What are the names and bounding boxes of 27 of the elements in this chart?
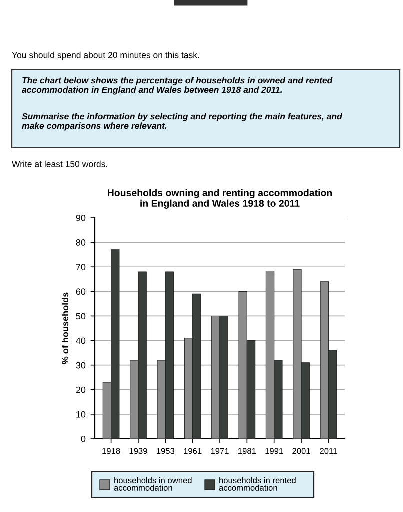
x-tick-label: 1939 [130,448,148,454]
y-tick-label: 50 [76,313,86,320]
y-axis-title: % of households [62,292,69,364]
x-tick-label: 1918 [102,448,120,454]
text: Summarise the information by selecting and reporting the main features, and make comparisons where relevant. [22,113,343,131]
y-tick-label: 80 [76,240,86,246]
y-tick-label: 40 [76,338,86,344]
x-tick-label: 1971 [211,448,229,454]
y-tick-label: 60 [76,288,86,296]
text: Write at least 150 words. [12,160,108,168]
y-tick-label: 70 [76,264,86,270]
y-tick-label: 20 [76,386,86,394]
x-tick-label: 1953 [157,448,175,454]
text: The chart below shows the percentage of households in owned and rented accommodation in England and Wales between 1918 and 2011. [22,77,333,95]
legend-label: households in rented accommodation [219,477,296,491]
chart-title: Households owning and renting accommodation in England and Wales 1918 to 2011 [108,189,332,209]
text: You should spend about 20 minutes on this task. [12,52,200,60]
x-tick-label: 1991 [266,448,284,454]
x-tick-label: 1961 [184,448,202,454]
y-tick-label: 90 [76,214,86,222]
x-tick-label: 2001 [292,448,310,454]
x-tick-label: 1981 [238,448,256,454]
y-tick-label: 10 [76,411,86,418]
x-tick-label: 2011 [320,448,338,454]
legend-label: households in owned accommodation [114,477,192,491]
y-tick-label: 30 [76,362,86,369]
y-tick-label: 0 [81,436,86,442]
